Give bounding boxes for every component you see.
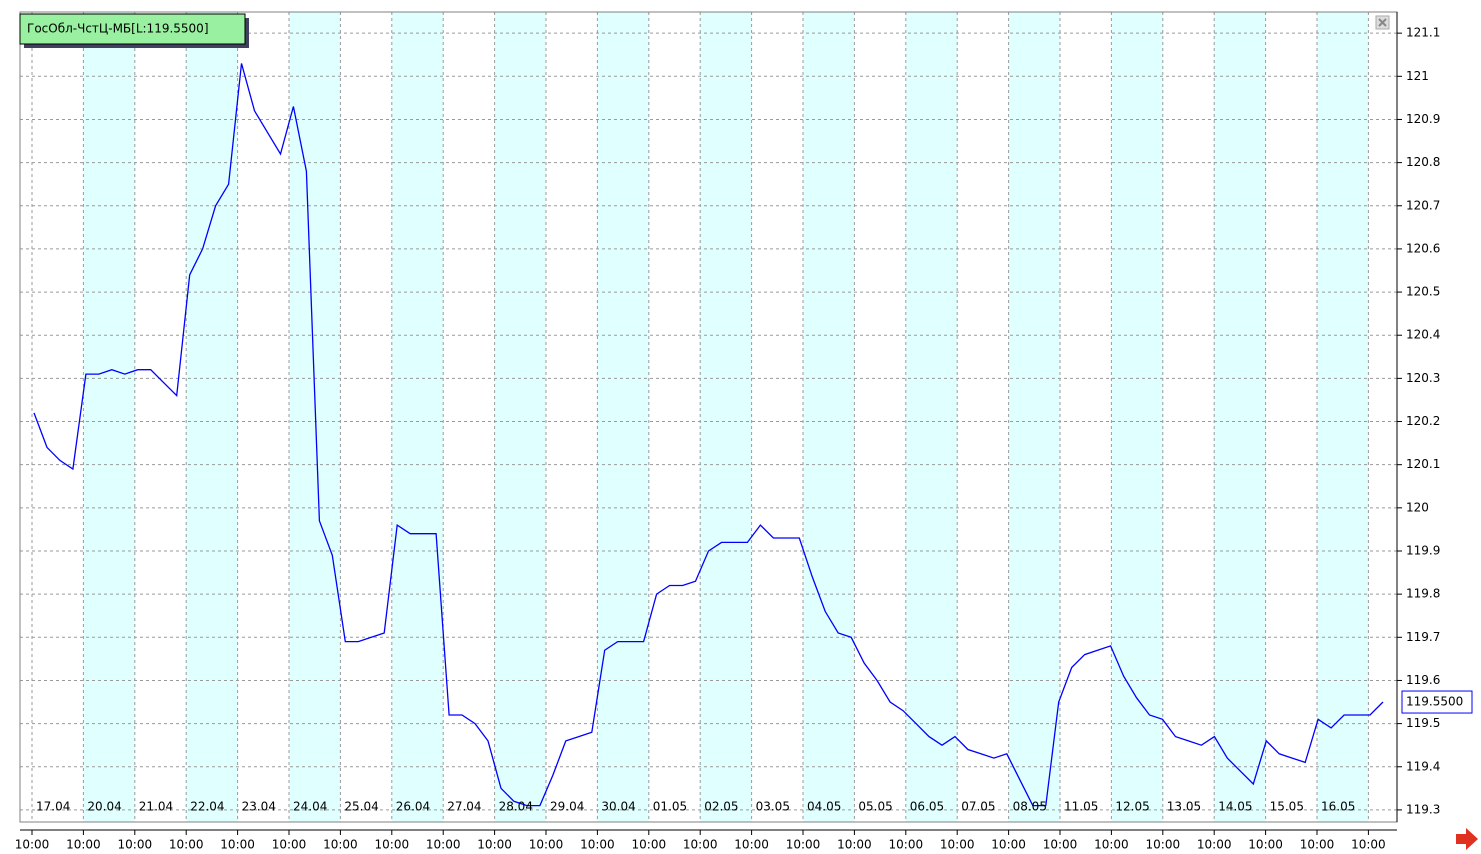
x-tick-label: 07.05 bbox=[961, 800, 995, 814]
x-tick-label: 11.05 bbox=[1064, 800, 1098, 814]
y-tick-label: 120.2 bbox=[1406, 414, 1440, 428]
day-band bbox=[1111, 12, 1163, 822]
y-tick-label: 119.4 bbox=[1406, 759, 1440, 773]
last-value-box bbox=[1401, 690, 1473, 714]
y-tick-label: 121 bbox=[1406, 69, 1429, 83]
y-tick-label: 120.9 bbox=[1406, 112, 1440, 126]
x-tick-label: 22.04 bbox=[190, 800, 224, 814]
x-tick-label: 30.04 bbox=[601, 800, 635, 814]
x-tick-label: 28.04 bbox=[499, 800, 533, 814]
day-band bbox=[186, 12, 238, 822]
y-tick-label: 120.5 bbox=[1406, 285, 1440, 299]
y-tick-label: 120.7 bbox=[1406, 198, 1440, 212]
legend-box bbox=[19, 13, 246, 45]
y-tick-label: 119.7 bbox=[1406, 630, 1440, 644]
x-tick-label: 13.05 bbox=[1167, 800, 1201, 814]
x-tick-label: 02.05 bbox=[704, 800, 738, 814]
day-band bbox=[494, 12, 546, 822]
day-band bbox=[597, 12, 649, 822]
time-label: 10:00 bbox=[169, 838, 204, 852]
legend-text: ГосОбл-ЧстЦ-МБ[L:119.5500] bbox=[27, 22, 209, 36]
time-label: 10:00 bbox=[1351, 838, 1386, 852]
marks bbox=[33, 63, 1384, 807]
time-label: 10:00 bbox=[529, 838, 564, 852]
day-band bbox=[905, 12, 958, 822]
x-tick-label: 03.05 bbox=[756, 800, 790, 814]
time-label: 10:00 bbox=[734, 838, 769, 852]
time-label: 10:00 bbox=[837, 838, 872, 852]
x-tick-label: 26.04 bbox=[396, 800, 430, 814]
x-tick-label: 15.05 bbox=[1270, 800, 1304, 814]
x-tick-label: 06.05 bbox=[910, 800, 944, 814]
time-label: 10:00 bbox=[991, 838, 1026, 852]
day-band bbox=[1214, 12, 1266, 822]
x-tick-label: 16.05 bbox=[1321, 800, 1355, 814]
x-tick-label: 17.04 bbox=[36, 800, 70, 814]
grid bbox=[20, 12, 1397, 822]
day-band bbox=[700, 12, 752, 822]
y-tick-label: 119.8 bbox=[1406, 587, 1440, 601]
y-tick-label: 120.1 bbox=[1406, 457, 1440, 471]
x-tick-label: 21.04 bbox=[139, 800, 173, 814]
time-label: 10:00 bbox=[323, 838, 358, 852]
x-tick-label: 01.05 bbox=[653, 800, 687, 814]
time-label: 10:00 bbox=[683, 838, 718, 852]
x-tick-label: 29.04 bbox=[550, 800, 584, 814]
day-band bbox=[83, 12, 135, 822]
time-label: 10:00 bbox=[66, 838, 101, 852]
time-label: 10:00 bbox=[375, 838, 410, 852]
close-icon[interactable] bbox=[1375, 15, 1390, 30]
y-tick-label: 120.3 bbox=[1406, 371, 1440, 385]
time-label: 10:00 bbox=[580, 838, 615, 852]
y-tick-label: 119.3 bbox=[1406, 802, 1440, 816]
x-tick-label: 14.05 bbox=[1218, 800, 1252, 814]
price-line bbox=[33, 63, 1384, 807]
time-label: 10:00 bbox=[1094, 838, 1129, 852]
last-value-label: 119.5500 bbox=[1406, 695, 1463, 709]
time-label: 10:00 bbox=[220, 838, 255, 852]
y-tick-label: 120 bbox=[1406, 500, 1429, 514]
time-label: 10:00 bbox=[786, 838, 821, 852]
day-band bbox=[1008, 12, 1060, 822]
time-label: 10:00 bbox=[940, 838, 975, 852]
x-tick-label: 27.04 bbox=[447, 800, 481, 814]
time-label: 10:00 bbox=[426, 838, 461, 852]
x-tick-label: 04.05 bbox=[807, 800, 841, 814]
y-tick-label: 119.9 bbox=[1406, 543, 1440, 557]
time-label: 10:00 bbox=[1197, 838, 1232, 852]
time-label: 10:00 bbox=[1248, 838, 1283, 852]
scroll-arrow[interactable] bbox=[1456, 828, 1478, 850]
time-label: 10:00 bbox=[1043, 838, 1078, 852]
y-tick-label: 120.8 bbox=[1406, 155, 1440, 169]
time-label: 10:00 bbox=[272, 838, 307, 852]
x-tick-label: 25.04 bbox=[344, 800, 378, 814]
time-label: 10:00 bbox=[1300, 838, 1335, 852]
x-tick-label: 12.05 bbox=[1115, 800, 1149, 814]
x-tick-label: 24.04 bbox=[293, 800, 327, 814]
time-label: 10:00 bbox=[1146, 838, 1181, 852]
time-label: 10:00 bbox=[118, 838, 153, 852]
time-label: 10:00 bbox=[889, 838, 924, 852]
x-tick-label: 23.04 bbox=[242, 800, 276, 814]
day-bands bbox=[83, 12, 1369, 822]
day-band bbox=[1317, 12, 1369, 822]
y-tick-label: 120.4 bbox=[1406, 328, 1440, 342]
time-label: 10:00 bbox=[632, 838, 667, 852]
day-band bbox=[391, 12, 444, 822]
y-tick-label: 119.6 bbox=[1406, 673, 1440, 687]
y-tick-label: 121.1 bbox=[1406, 26, 1440, 40]
day-band bbox=[803, 12, 855, 822]
day-band bbox=[289, 12, 341, 822]
x-tick-label: 20.04 bbox=[87, 800, 121, 814]
x-tick-label: 05.05 bbox=[858, 800, 892, 814]
y-tick-label: 119.5 bbox=[1406, 716, 1440, 730]
x-tick-label: 08.05 bbox=[1013, 800, 1047, 814]
time-label: 10:00 bbox=[15, 838, 50, 852]
y-tick-label: 120.6 bbox=[1406, 241, 1440, 255]
time-label: 10:00 bbox=[477, 838, 512, 852]
